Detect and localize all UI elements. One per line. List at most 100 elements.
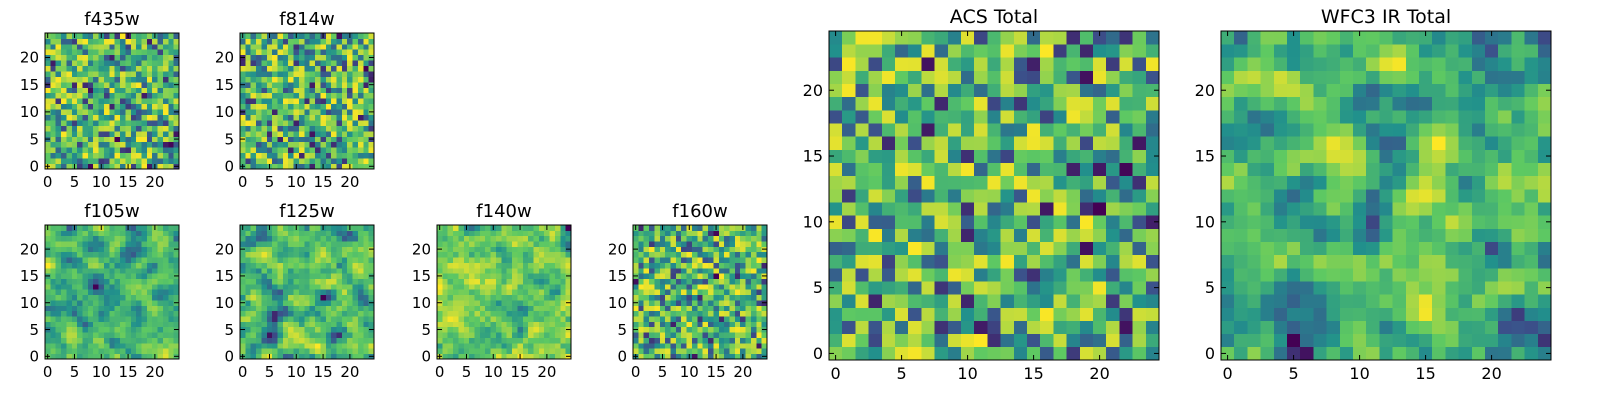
heatmap-cell [495, 310, 502, 317]
heatmap-cell [331, 60, 337, 67]
heatmap-cell [565, 305, 572, 312]
heatmap-cell [363, 348, 370, 355]
heatmap-cell [136, 289, 142, 296]
heatmap-cell [120, 125, 126, 132]
heatmap-cell [368, 38, 375, 45]
heatmap-cell [61, 65, 67, 72]
heatmap-cell [288, 230, 294, 237]
heatmap-cell [908, 149, 922, 163]
heatmap-cell [77, 163, 83, 170]
heatmap-cell [157, 267, 164, 274]
heatmap-cell [282, 163, 289, 170]
heatmap-cell [288, 114, 294, 121]
heatmap-cell [533, 300, 540, 306]
heatmap-cell [336, 241, 343, 247]
heatmap-cell [740, 246, 746, 253]
heatmap-cell [1511, 202, 1525, 216]
axes-frame [44, 32, 180, 170]
heatmap-cell [245, 251, 252, 258]
heatmap-cell [654, 246, 661, 253]
heatmap-cell [947, 228, 962, 242]
heatmap-cell [842, 123, 856, 137]
heatmap-cell [336, 158, 343, 164]
heatmap-cell [347, 337, 353, 344]
heatmap-cell [277, 43, 284, 50]
heatmap-cell [1353, 281, 1367, 295]
heatmap-cell [750, 305, 757, 312]
heatmap-cell [697, 267, 704, 274]
heatmap-cell [120, 257, 126, 263]
heatmap-cell [463, 283, 470, 290]
heatmap-cell [1405, 241, 1420, 256]
heatmap-cell [266, 300, 273, 306]
heatmap-cell [1093, 123, 1107, 137]
heatmap-cell [750, 321, 757, 328]
heatmap-cell [665, 316, 671, 322]
heatmap-cell [538, 257, 545, 263]
heatmap-cell [1511, 175, 1525, 190]
heatmap-cell [368, 125, 375, 132]
heatmap-cell [1053, 188, 1067, 203]
heatmap-cell [1300, 294, 1314, 308]
heatmap-cell [654, 241, 661, 247]
heatmap-cell [152, 158, 158, 164]
heatmap-cell [1300, 241, 1314, 256]
heatmap-cell [277, 152, 284, 159]
heatmap-cell [304, 246, 311, 253]
heatmap-cell [469, 316, 475, 322]
heatmap-cell [1132, 346, 1147, 361]
heatmap-cell [103, 241, 110, 247]
heatmap-cell [1379, 307, 1393, 321]
heatmap-cell [718, 332, 725, 338]
y-tick-label: 5 [29, 321, 39, 339]
heatmap-cell [120, 60, 126, 67]
heatmap-cell [987, 96, 1001, 111]
heatmap-cell [325, 76, 332, 83]
heatmap-cell [304, 163, 311, 170]
heatmap-cell [50, 130, 57, 137]
heatmap-cell [1053, 307, 1067, 321]
heatmap-cell [528, 305, 534, 312]
heatmap-cell [82, 262, 89, 269]
heatmap-cell [146, 230, 153, 237]
heatmap-cell [1145, 346, 1160, 361]
heatmap-cell [71, 246, 78, 253]
heatmap-cell [1221, 202, 1235, 216]
heatmap-cell [288, 348, 294, 355]
heatmap-cell [55, 235, 62, 242]
heatmap-cell [130, 278, 137, 285]
heatmap-cell [895, 57, 909, 71]
heatmap-cell [293, 321, 300, 328]
heatmap-cell [1000, 188, 1015, 203]
heatmap-cell [114, 342, 121, 349]
heatmap-cell [272, 326, 278, 333]
heatmap-cell [745, 257, 752, 263]
heatmap-cell [50, 294, 57, 301]
heatmap-cell [974, 346, 988, 361]
heatmap-cell [240, 278, 246, 285]
heatmap-cell [61, 353, 67, 360]
heatmap-cell [82, 98, 89, 105]
heatmap-cell [1132, 320, 1147, 335]
heatmap-cell [77, 241, 83, 247]
heatmap-cell [357, 130, 364, 137]
heatmap-cell [638, 230, 645, 237]
heatmap-cell [691, 337, 698, 344]
heatmap-cell [1432, 320, 1446, 335]
heatmap-cell [895, 83, 909, 98]
heatmap-cell [1234, 281, 1248, 295]
heatmap-cell [1366, 333, 1380, 348]
heatmap-cell [718, 267, 725, 274]
heatmap-cell [93, 136, 99, 143]
heatmap-cell [908, 281, 922, 295]
heatmap-cell [71, 60, 78, 67]
heatmap-cell [352, 158, 359, 164]
heatmap-cell [453, 300, 459, 306]
heatmap-cell [288, 76, 294, 83]
heatmap-cell [266, 310, 273, 317]
heatmap-cell [266, 60, 273, 67]
heatmap-cell [1419, 281, 1433, 295]
heatmap-cell [934, 149, 949, 163]
heatmap-cell [718, 235, 725, 242]
heatmap-cell [61, 114, 67, 121]
